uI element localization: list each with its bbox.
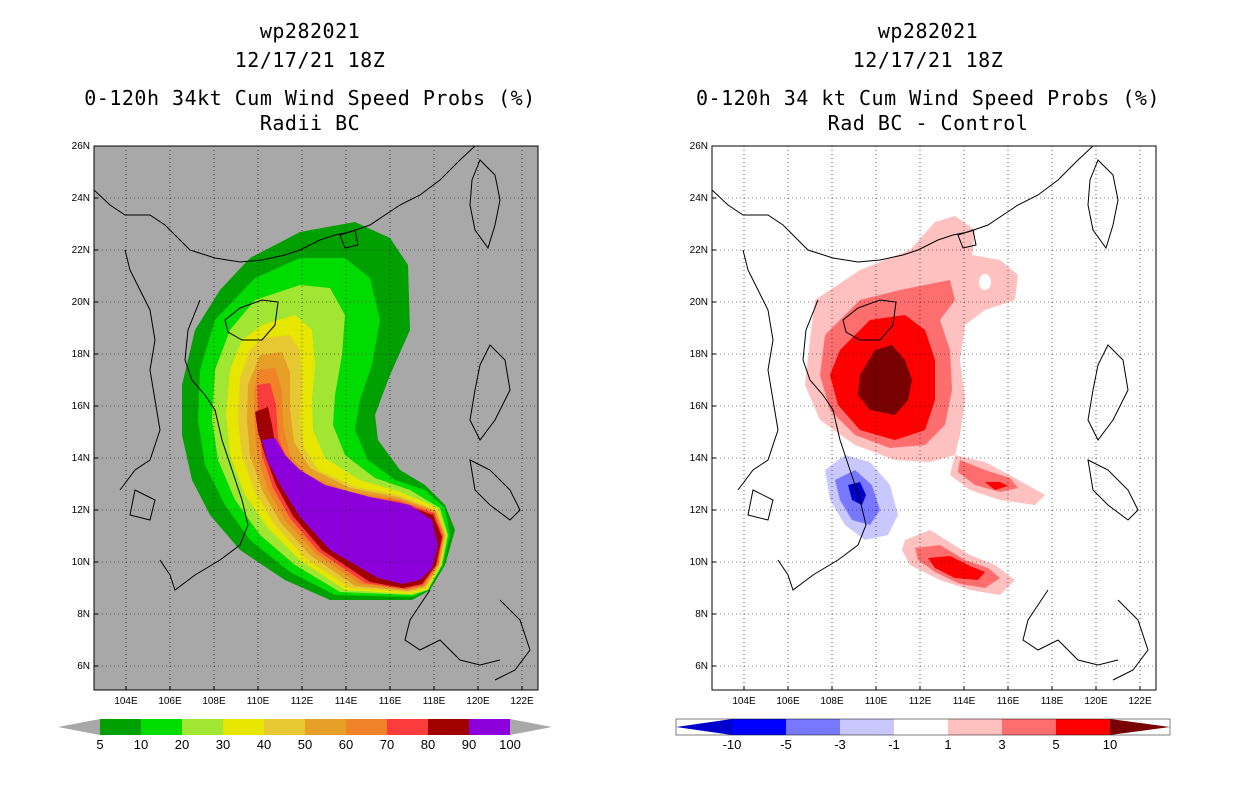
left-lat-labels: 26N 24N 22N 20N 18N 16N 14N 12N 10N 8N 6N [72, 141, 98, 672]
lat-label-24N: 24N [72, 193, 90, 204]
left-probability-contours [182, 222, 455, 600]
lon-label-120E: 120E [466, 696, 490, 707]
colorbar-label-40: 40 [257, 737, 271, 752]
colorbar-swatch [223, 719, 264, 735]
lat-label-18N: 18N [72, 349, 90, 360]
colorbar-label-100: 100 [499, 737, 521, 752]
right-chart-title: 0-120h 34 kt Cum Wind Speed Probs (%) [695, 86, 1161, 110]
lat-label-8N: 8N [77, 609, 90, 620]
left-lon-labels: 104E 106E 108E 110E 112E 114E 116E 118E 120E 122E [114, 686, 534, 707]
colorbar-swatch [387, 719, 428, 735]
colorbar-swatch [264, 719, 305, 735]
colorbar-swatch [100, 719, 141, 735]
colorbar-label-5: 5 [96, 737, 103, 752]
colorbar-label-60: 60 [339, 737, 353, 752]
lat-label-12N: 12N [72, 505, 90, 516]
lon-label-114E: 114E [335, 696, 358, 707]
colorbar-high-arrow [510, 719, 552, 735]
left-map-frame [93, 145, 539, 691]
colorbar-swatch [182, 719, 223, 735]
left-storm-id: wp282021 [259, 19, 361, 43]
colorbar-swatch [141, 719, 182, 735]
colorbar-swatch [305, 719, 346, 735]
lon-label-122E: 122E [510, 696, 534, 707]
right-title-block: wp282021 12/17/21 18Z 0-120h 34 kt Cum W… [658, 17, 1198, 138]
lat-label-16N: 16N [72, 401, 90, 412]
lon-label-108E: 108E [202, 696, 226, 707]
colorbar-low-arrow [58, 719, 100, 735]
colorbar-label-80: 80 [421, 737, 435, 752]
right-chart-subtitle: Rad BC - Control [827, 111, 1029, 135]
colorbar-swatch [346, 719, 387, 735]
colorbar-label-90: 90 [462, 737, 476, 752]
colorbar-label-30: 30 [216, 737, 230, 752]
colorbar-label-20: 20 [175, 737, 189, 752]
lon-label-116E: 116E [379, 696, 402, 707]
left-chart-title: 0-120h 34kt Cum Wind Speed Probs (%) [84, 86, 536, 110]
lon-label-112E: 112E [291, 696, 314, 707]
lat-label-26N: 26N [72, 141, 90, 152]
lon-label-118E: 118E [423, 696, 446, 707]
right-date: 12/17/21 18Z [852, 48, 1004, 72]
contour-90 [262, 438, 438, 584]
left-title-block: wp282021 12/17/21 18Z 0-120h 34kt Cum Wi… [40, 17, 580, 138]
left-coastlines [94, 146, 531, 681]
lat-label-22N: 22N [72, 245, 90, 256]
colorbar-label-10: 10 [134, 737, 148, 752]
left-chart-subtitle: Radii BC [259, 111, 361, 135]
lon-label-106E: 106E [158, 696, 182, 707]
lon-label-104E: 104E [114, 696, 138, 707]
colorbar-swatch [469, 719, 510, 735]
lat-label-10N: 10N [72, 557, 90, 568]
colorbar-label-50: 50 [298, 737, 312, 752]
lat-label-14N: 14N [72, 453, 90, 464]
left-date: 12/17/21 18Z [234, 48, 386, 72]
lat-label-6N: 6N [77, 661, 90, 672]
left-gridlines [94, 146, 538, 690]
left-colorbar: 5 10 20 30 40 50 60 70 80 90 100 [58, 719, 552, 752]
lat-label-20N: 20N [72, 297, 90, 308]
right-storm-id: wp282021 [877, 19, 979, 43]
colorbar-swatch [428, 719, 469, 735]
colorbar-label-70: 70 [380, 737, 394, 752]
lon-label-110E: 110E [247, 696, 270, 707]
